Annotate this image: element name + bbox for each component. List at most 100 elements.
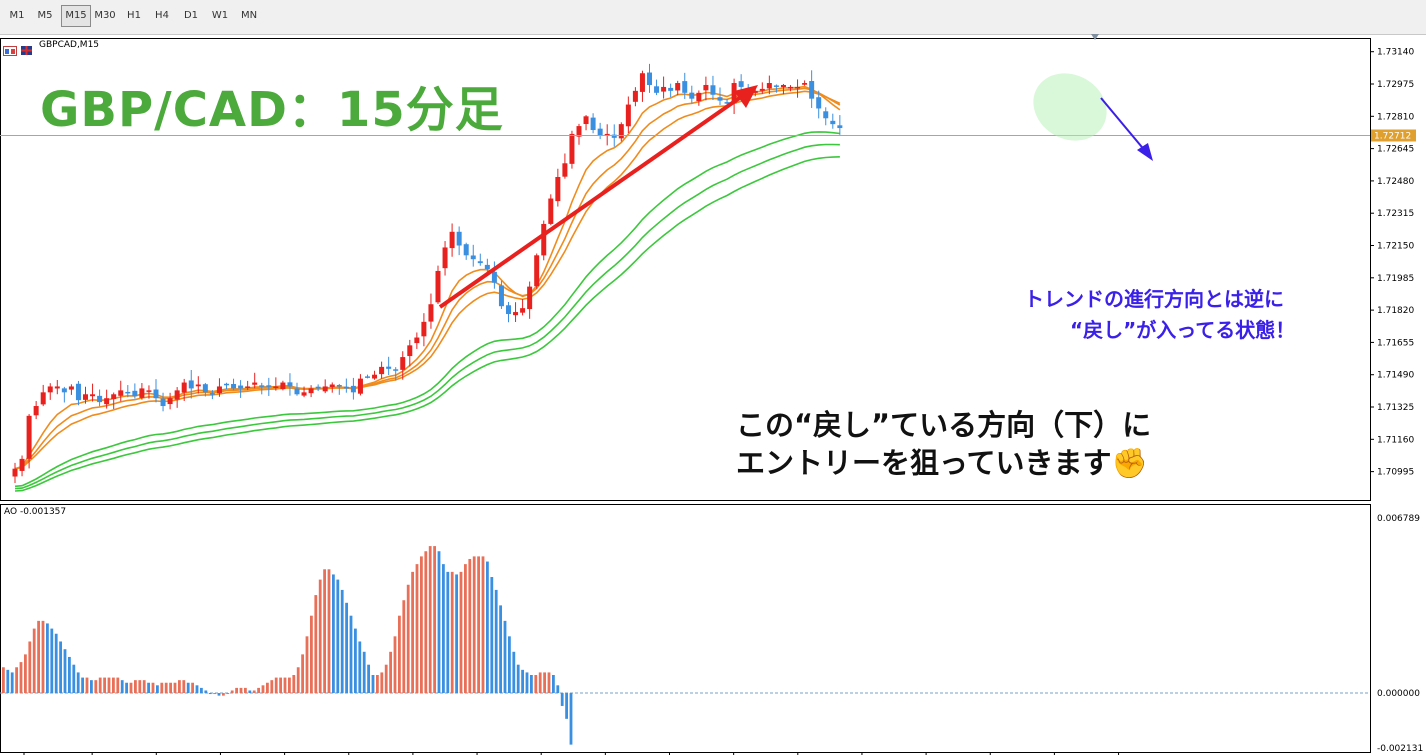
candle-body xyxy=(224,383,229,386)
ao-bar xyxy=(138,680,142,694)
candle-body xyxy=(146,390,152,392)
current-price-tag xyxy=(1371,129,1416,142)
candle-body xyxy=(160,398,166,407)
candle-body xyxy=(357,378,363,394)
tf-w1-button[interactable]: W1 xyxy=(211,10,229,21)
candle-body xyxy=(252,382,258,385)
candle-body xyxy=(273,386,279,389)
ao-bar xyxy=(560,693,564,706)
ao-bar xyxy=(323,569,326,694)
ao-bar xyxy=(442,564,445,694)
ao-bar xyxy=(120,680,124,694)
candle-body xyxy=(68,386,74,390)
ao-bar xyxy=(63,649,67,694)
candle-body xyxy=(647,72,652,85)
tf-m30-button[interactable]: M30 xyxy=(94,10,116,21)
price-axis-label: 1.71490 xyxy=(1377,371,1414,381)
candle-body xyxy=(97,395,103,403)
ao-bar xyxy=(450,571,454,694)
ao-bar xyxy=(472,556,476,694)
ao-bar xyxy=(15,667,18,694)
ao-bar xyxy=(384,664,388,694)
ao-bar xyxy=(235,687,238,694)
candle-body xyxy=(75,383,81,401)
ao-bar xyxy=(371,675,375,694)
tf-mn-button[interactable]: MN xyxy=(240,10,258,21)
candle-body xyxy=(301,392,307,396)
pullback-highlight xyxy=(1033,73,1107,141)
ao-bar xyxy=(420,556,423,694)
candle-body xyxy=(795,86,801,89)
candle-body xyxy=(188,380,194,389)
candle-body xyxy=(816,97,822,109)
ao-bar xyxy=(437,551,441,694)
ao-bar xyxy=(283,677,287,694)
ao-bar xyxy=(327,569,331,694)
candle-body xyxy=(407,345,413,357)
ao-bar xyxy=(32,628,36,694)
ao-bar xyxy=(116,677,120,694)
ao-bar xyxy=(411,571,414,694)
candle-body xyxy=(336,385,342,387)
ao-bar xyxy=(134,680,137,694)
ao-bar xyxy=(538,672,542,694)
ao-bar xyxy=(367,664,370,694)
candle-body xyxy=(491,271,497,283)
candle-body xyxy=(19,458,25,471)
ao-bar xyxy=(569,693,573,745)
ao-bar xyxy=(85,677,89,694)
ao-bar xyxy=(107,677,111,694)
ema-short-line xyxy=(14,87,841,470)
ao-bar xyxy=(54,633,58,694)
ao-bar xyxy=(398,615,401,694)
ao-bar xyxy=(556,685,560,694)
ao-bar xyxy=(178,680,181,694)
tf-m15-button[interactable]: M15 xyxy=(61,5,91,27)
pullback-arrow xyxy=(1100,97,1147,153)
ao-bar xyxy=(46,623,49,694)
candle-body xyxy=(837,125,843,129)
candle-body xyxy=(393,369,399,371)
candle-body xyxy=(809,81,815,99)
price-axis-label: 1.71160 xyxy=(1377,435,1414,445)
ema-long-line xyxy=(14,131,840,488)
ao-bar xyxy=(125,682,128,694)
ao-bar xyxy=(428,546,432,694)
ao-bar xyxy=(94,680,98,694)
ao-bar xyxy=(37,620,40,694)
tf-h4-button[interactable]: H4 xyxy=(155,10,169,21)
ema-short-line xyxy=(14,90,841,470)
ao-bar xyxy=(266,682,269,694)
ao-bar xyxy=(503,620,507,694)
candle-body xyxy=(40,392,46,405)
main-pane-frame xyxy=(0,38,1371,501)
ao-bar xyxy=(424,551,428,694)
candle-body xyxy=(632,90,638,102)
tf-h1-button[interactable]: H1 xyxy=(127,10,141,21)
ao-bar xyxy=(252,690,256,694)
tf-m5-button[interactable]: M5 xyxy=(37,10,53,21)
price-axis-label: 1.72975 xyxy=(1377,80,1414,90)
ao-bar xyxy=(173,682,177,694)
ao-bar xyxy=(76,672,80,694)
ao-bar xyxy=(464,564,467,694)
tf-m1-button[interactable]: M1 xyxy=(9,10,25,21)
ao-bar xyxy=(468,558,472,694)
ao-bar xyxy=(169,682,172,694)
ao-bar xyxy=(455,574,458,694)
ao-bar xyxy=(28,641,32,694)
candle-body xyxy=(174,390,180,400)
ao-bar xyxy=(244,687,247,694)
tf-d1-button[interactable]: D1 xyxy=(183,10,199,21)
price-axis-label: 1.71655 xyxy=(1377,338,1414,348)
ao-bar xyxy=(10,672,14,694)
chart-canvas[interactable]: 1.73140 1.72975 1.72810 1.72645 1.72480 1.723… xyxy=(0,34,1426,756)
ao-bar xyxy=(142,680,146,694)
ao-bar xyxy=(50,628,54,694)
candle-body xyxy=(661,86,667,92)
candle-body xyxy=(506,305,511,315)
ao-bar xyxy=(296,667,300,694)
candle-body xyxy=(520,308,526,313)
candle-body xyxy=(90,394,96,397)
candle-body xyxy=(689,92,695,99)
